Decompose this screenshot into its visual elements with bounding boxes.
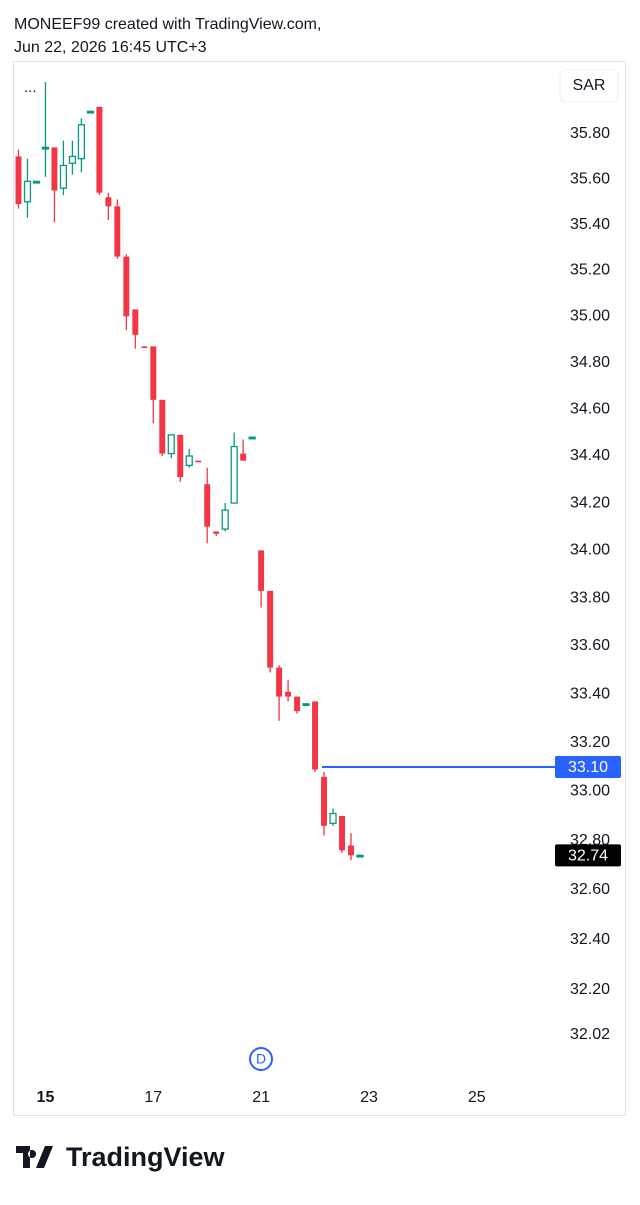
y-tick-label: 35.00 [570,308,610,325]
candle-body [141,346,148,348]
chart-frame [13,61,626,1116]
price-label: 32.74 [568,848,608,865]
candle-body [68,155,77,164]
y-tick-label: 32.02 [570,1026,610,1043]
candle-body [114,206,121,257]
candle-body [329,812,337,824]
candle-body [294,696,301,712]
y-tick-label: 34.60 [570,400,610,417]
candle-body [267,590,274,668]
candle-body [132,309,139,335]
candle-body [339,815,345,851]
candle-body [240,453,247,461]
candle-body [348,845,354,856]
candle-body [32,180,41,184]
y-tick-label: 32.20 [570,981,610,998]
y-tick-label: 34.40 [570,447,610,464]
price-label: 33.10 [568,759,608,776]
candle-body [105,197,112,207]
y-tick-label: 33.80 [570,589,610,606]
candle-body [276,667,283,697]
x-tick-label: 21 [252,1089,270,1106]
y-tick-label: 35.20 [570,262,610,279]
candle-body [96,106,103,193]
y-tick-label: 33.60 [570,637,610,654]
currency-button[interactable] [559,69,619,103]
candle-body [321,776,328,826]
candle-body [356,854,364,858]
x-tick-label: 23 [360,1089,378,1106]
candle-body [23,180,32,203]
event-marker[interactable] [249,1047,273,1071]
candle-body [177,434,184,478]
candle-body [123,256,130,317]
candle-body [302,703,310,707]
candle-body [312,701,319,770]
y-tick-label: 34.20 [570,494,610,511]
y-tick-label: 35.60 [570,170,610,187]
candle-body [51,147,58,191]
event-label: D [256,1051,266,1067]
x-tick-label: 17 [144,1089,162,1106]
candle-body [77,124,86,160]
y-tick-label: 32.40 [570,931,610,948]
y-tick-label: 35.80 [570,125,610,142]
candle-body [15,156,22,205]
candle-body [221,509,229,530]
candle-body [159,399,166,454]
price-label-bg [555,756,621,779]
candle-body [213,531,220,534]
brand: TradingView [66,1142,226,1172]
y-tick-label: 33.00 [570,783,610,800]
y-tick-label: 34.00 [570,542,610,559]
y-tick-label: 32.60 [570,881,610,898]
candle-body [230,445,238,504]
candle-body [185,455,193,467]
y-tick-label: 33.40 [570,685,610,702]
candle-body [258,550,265,591]
header-line: Jun 22, 2026 16:45 UTC+3 [14,39,207,56]
candle-body [150,346,157,400]
logo-mark [16,1146,53,1168]
candle-body [86,110,95,114]
candle-body [41,146,50,150]
y-tick-label: 33.20 [570,734,610,751]
logo [16,1146,53,1168]
y-tick-label: 35.40 [570,216,610,233]
menu[interactable]: ... [24,79,37,96]
candle-body [204,484,211,527]
candle-body [285,691,292,697]
x-tick-label: 25 [468,1089,486,1106]
candle-body [248,436,256,440]
candle-body [59,164,68,189]
currency: SAR [573,77,606,94]
y-tick-label: 34.80 [570,354,610,371]
candle-body [167,434,175,455]
header-line: MONEEF99 created with TradingView.com, [14,16,321,33]
candle-body [195,460,202,463]
x-tick-label: 15 [37,1089,55,1106]
price-label-bg [555,844,621,867]
